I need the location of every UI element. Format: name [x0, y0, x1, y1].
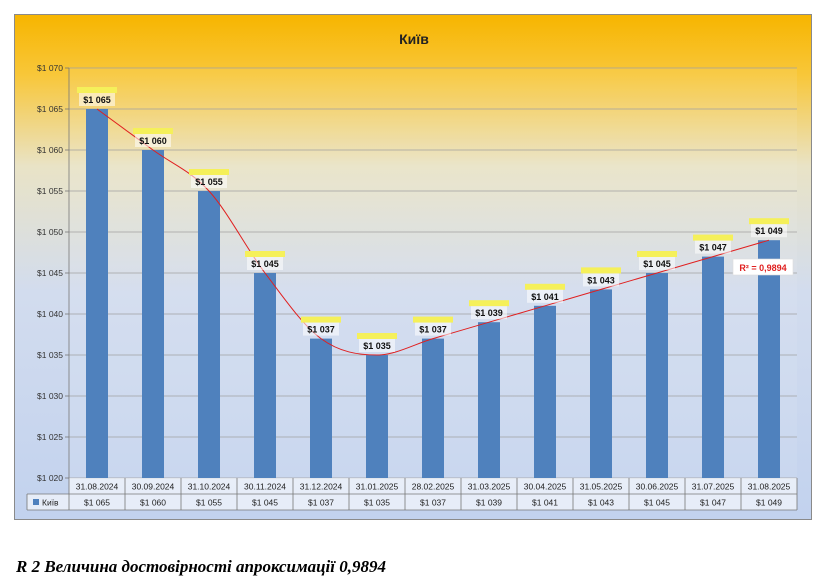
data-label-highlight: [189, 169, 229, 175]
x-category-label: 31.08.2025: [748, 482, 791, 492]
data-label: $1 049: [755, 226, 783, 236]
data-label: $1 037: [307, 325, 335, 335]
y-tick-label: $1 025: [37, 432, 63, 442]
bar: [758, 240, 780, 478]
chart-frame: Київ $1 020 $1 025 $1 030 $1 035 $1 040 $1 045…: [14, 14, 812, 520]
x-category-label: 31.08.2024: [76, 482, 119, 492]
data-label-highlight: [301, 316, 341, 323]
chart-title: Київ: [399, 31, 429, 47]
data-label-box: [359, 339, 395, 352]
x-category-label: 28.02.2025: [412, 482, 455, 492]
data-table-value: $1 049: [756, 498, 782, 508]
bar: [310, 338, 332, 478]
y-tick-label: $1 055: [37, 186, 63, 196]
bar: [366, 355, 388, 478]
data-label-box: [751, 224, 787, 238]
x-category-label: 31.05.2025: [580, 482, 623, 492]
bar: [422, 338, 444, 478]
bar: [646, 273, 668, 478]
data-label: $1 035: [363, 341, 391, 351]
data-label: $1 045: [643, 259, 671, 269]
data-label: $1 045: [251, 259, 279, 269]
x-category-label: 30.11.2024: [244, 482, 286, 492]
data-label-highlight: [749, 218, 789, 225]
data-label: $1 065: [83, 95, 111, 105]
data-label-highlight: [581, 267, 621, 274]
data-label-highlight: [413, 316, 453, 323]
bar: [478, 322, 500, 478]
data-label-box: [135, 134, 171, 147]
data-label-highlight: [469, 300, 509, 307]
bar-chart: Київ $1 020 $1 025 $1 030 $1 035 $1 040 $1 045…: [26, 31, 798, 511]
data-table-value: $1 055: [196, 498, 222, 508]
y-tick-label: $1 045: [37, 268, 63, 278]
data-label: $1 041: [531, 292, 559, 302]
legend-swatch: [33, 499, 39, 505]
data-label: $1 060: [139, 136, 167, 146]
data-table-value: $1 060: [140, 498, 166, 508]
x-category-label: 30.06.2025: [636, 482, 679, 492]
data-label-box: [79, 93, 115, 106]
data-label-highlight: [357, 333, 397, 339]
data-table-value: $1 041: [532, 498, 558, 508]
bar: [198, 191, 220, 478]
data-label-highlight: [693, 234, 733, 241]
data-label-highlight: [525, 283, 565, 290]
y-tick-label: $1 050: [37, 227, 63, 237]
data-label-box: [527, 289, 563, 303]
data-label-highlight: [245, 251, 285, 257]
data-label-box: [695, 240, 731, 254]
x-category-label: 31.01.2025: [356, 482, 399, 492]
data-table-value: $1 045: [644, 498, 670, 508]
data-label-box: [583, 273, 619, 287]
y-tick-label: $1 065: [37, 104, 63, 114]
x-category-label: 30.09.2024: [132, 482, 175, 492]
y-tick-label: $1 035: [37, 350, 63, 360]
data-label-box: [191, 175, 227, 188]
figure-caption: R 2 Величина достовірності апроксимації …: [16, 557, 386, 576]
bar: [254, 273, 276, 478]
bar: [534, 305, 556, 478]
bar: [86, 109, 108, 478]
data-label: $1 037: [419, 325, 447, 335]
data-label: $1 047: [699, 243, 727, 253]
bar: [590, 289, 612, 478]
y-tick-label: $1 040: [37, 309, 63, 319]
data-label-box: [471, 306, 507, 320]
x-category-label: 31.10.2024: [188, 482, 231, 492]
data-table-value: $1 045: [252, 498, 278, 508]
data-label: $1 043: [587, 275, 615, 285]
y-tick-label: $1 030: [37, 391, 63, 401]
data-label-highlight: [133, 128, 173, 134]
data-table-value: $1 035: [364, 498, 390, 508]
data-label-box: [415, 322, 451, 336]
data-label: $1 055: [195, 177, 223, 187]
x-category-label: 30.04.2025: [524, 482, 567, 492]
y-tick-label: $1 060: [37, 145, 63, 155]
data-table-value: $1 065: [84, 498, 110, 508]
data-table-value: $1 037: [308, 498, 334, 508]
legend-label: Київ: [42, 498, 59, 508]
x-category-label: 31.07.2025: [692, 482, 735, 492]
data-table-value: $1 039: [476, 498, 502, 508]
data-label-box: [247, 257, 283, 270]
bar: [702, 256, 724, 478]
data-label-highlight: [637, 251, 677, 257]
data-table-value: $1 043: [588, 498, 614, 508]
r2-label: R² = 0,9894: [739, 263, 786, 273]
data-table-value: $1 047: [700, 498, 726, 508]
data-table-legend-bg: [27, 494, 69, 510]
x-category-label: 31.12.2024: [300, 482, 343, 492]
bar: [142, 150, 164, 478]
data-label-box: [639, 257, 675, 270]
data-label-highlight: [77, 87, 117, 93]
x-category-label: 31.03.2025: [468, 482, 511, 492]
trend-line: [96, 108, 770, 356]
r2-label-box: [732, 258, 794, 276]
y-tick-label: $1 070: [37, 63, 63, 73]
y-tick-label: $1 020: [37, 473, 63, 483]
data-label-box: [303, 322, 339, 336]
data-label: $1 039: [475, 308, 503, 318]
data-table-value: $1 037: [420, 498, 446, 508]
